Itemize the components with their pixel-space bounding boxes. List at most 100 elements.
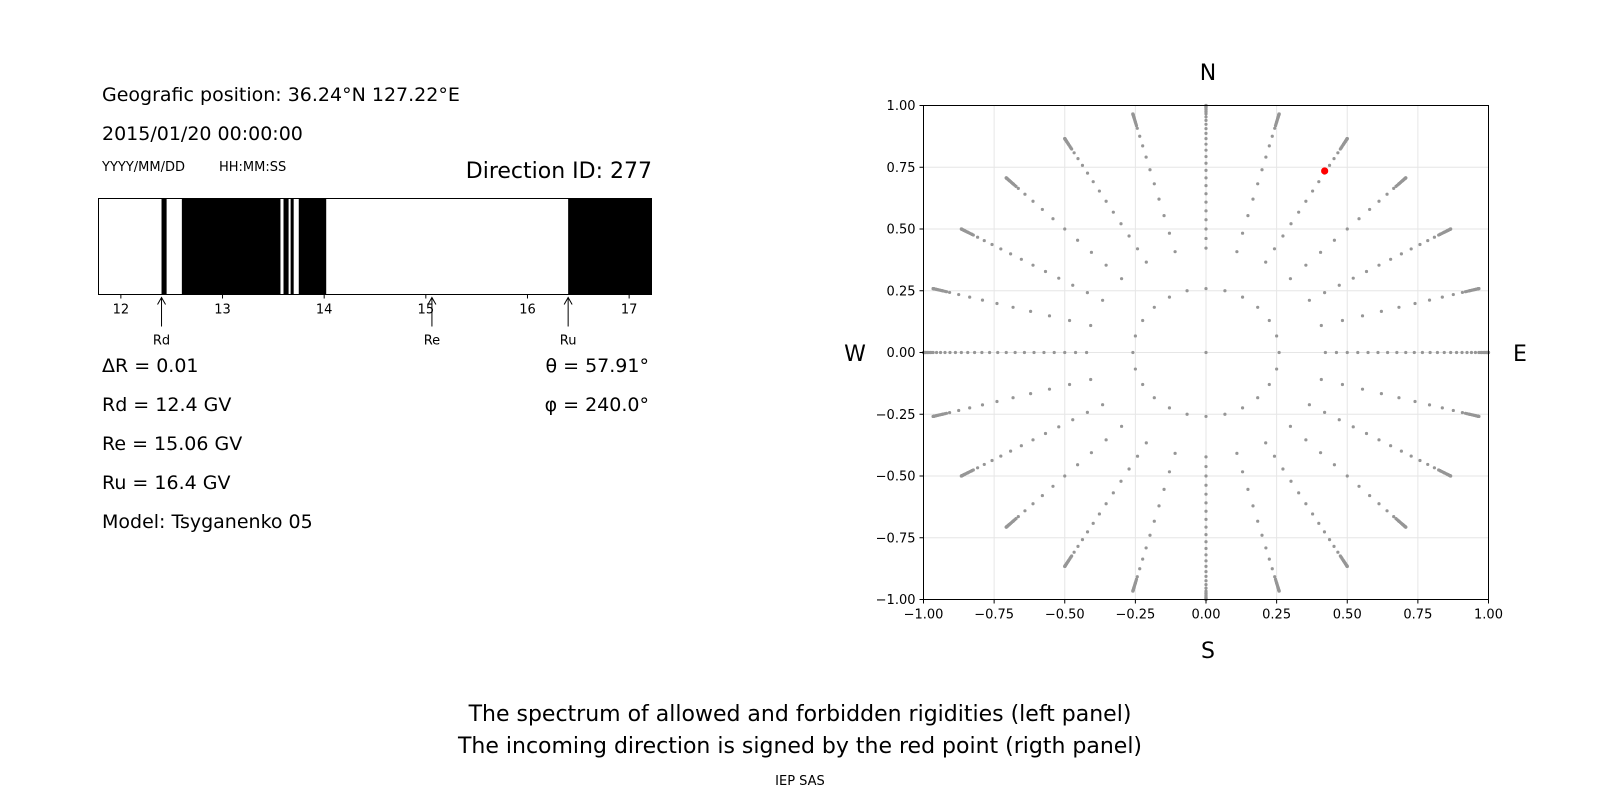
direction-point — [1289, 479, 1293, 483]
direction-point — [1042, 350, 1046, 355]
direction-point — [1223, 289, 1227, 293]
marker-label-re: Re — [424, 334, 440, 349]
direction-point — [1013, 350, 1017, 355]
direction-point — [1204, 115, 1208, 119]
direction-point — [1409, 454, 1413, 458]
direction-point — [1075, 238, 1080, 242]
direction-point — [1204, 564, 1208, 569]
direction-point — [1173, 250, 1177, 254]
direction-point — [1204, 483, 1208, 487]
direction-point — [1204, 176, 1208, 180]
direction-point — [1399, 449, 1403, 453]
direction-point — [1063, 564, 1067, 568]
date-format-label: YYYY/MM/DD — [102, 160, 185, 175]
direction-point — [1427, 298, 1432, 302]
direction-point — [1448, 227, 1453, 231]
direction-point — [1317, 180, 1321, 184]
direction-point — [1235, 250, 1239, 254]
direction-point — [1104, 502, 1108, 506]
direction-point — [1404, 176, 1408, 180]
model-name: Model: Tsyganenko 05 — [102, 511, 313, 533]
x-tick-label-7: 0.75 — [1403, 608, 1432, 623]
direction-point — [1152, 182, 1156, 186]
direction-point — [957, 292, 961, 297]
direction-point — [1204, 501, 1208, 505]
direction-point — [1040, 493, 1044, 498]
direction-point — [1185, 289, 1189, 293]
direction-point — [1063, 474, 1067, 478]
direction-point — [1097, 189, 1101, 193]
direction-point — [1085, 291, 1089, 295]
direction-point — [1204, 200, 1208, 204]
direction-point — [1397, 305, 1401, 309]
direction-point — [1133, 367, 1137, 371]
direction-scatter-plot: −1.00 −0.75 −0.50 −0.25 0.00 0.25 0.50 0.75 1.00… — [844, 61, 1527, 660]
direction-point — [1465, 350, 1469, 355]
direction-point — [1395, 350, 1399, 355]
x-tick-label-4: 0.00 — [1192, 608, 1221, 623]
direction-point — [1152, 519, 1156, 523]
compass-west: W — [844, 342, 866, 367]
x-tick-label-2: −0.50 — [1045, 608, 1085, 623]
direction-point — [1204, 509, 1208, 513]
direction-point — [1089, 377, 1093, 382]
direction-point — [1418, 458, 1422, 463]
direction-point — [1131, 112, 1135, 116]
direction-point — [980, 298, 985, 302]
direction-point — [1413, 301, 1417, 306]
direction-point — [1448, 474, 1453, 478]
direction-point — [1204, 569, 1208, 574]
direction-point — [1413, 399, 1417, 404]
direction-point — [1089, 323, 1093, 328]
direction-point — [1409, 247, 1413, 251]
direction-point — [990, 242, 994, 247]
x-tick-label-8: 1.00 — [1474, 608, 1503, 623]
direction-point — [1104, 438, 1108, 442]
direction-point — [1043, 431, 1048, 436]
caption-line-1: The spectrum of allowed and forbidden ri… — [468, 702, 1132, 727]
direction-point — [1204, 492, 1208, 496]
direction-point — [1345, 564, 1349, 568]
x-tick-label-0: −1.00 — [904, 608, 944, 623]
scatter-x-ticks: −1.00 −0.75 −0.50 −0.25 0.00 0.25 0.50 0.75 1.00 — [904, 599, 1503, 623]
direction-point — [1336, 550, 1340, 554]
forbidden-band-2 — [283, 198, 289, 295]
direction-point — [1318, 451, 1323, 455]
direction-point — [1157, 197, 1161, 201]
spectrum-tick-label-15: 15 — [418, 303, 435, 318]
y-tick-label-6: −0.50 — [876, 470, 916, 485]
direction-point — [1451, 408, 1455, 413]
direction-point — [1379, 309, 1383, 314]
direction-point — [1204, 154, 1208, 159]
direction-point — [1332, 157, 1336, 161]
direction-point — [1031, 263, 1035, 267]
direction-point — [931, 414, 935, 419]
direction-point — [1204, 586, 1208, 590]
direction-point — [1204, 118, 1208, 122]
direction-point — [1392, 515, 1396, 519]
direction-point — [1157, 504, 1161, 508]
direction-point — [1138, 134, 1142, 138]
direction-point — [1104, 199, 1108, 203]
direction-point — [1426, 238, 1430, 243]
direction-point — [1204, 574, 1208, 578]
direction-point — [947, 410, 952, 415]
direction-point — [1454, 350, 1459, 355]
direction-point — [1272, 454, 1277, 458]
direction-point — [1223, 412, 1227, 416]
direction-point-center — [1204, 350, 1208, 355]
direction-point — [1097, 512, 1101, 516]
direction-point — [1063, 227, 1067, 231]
direction-point — [1162, 487, 1166, 491]
direction-point — [1089, 451, 1094, 455]
direction-point — [1473, 350, 1478, 355]
direction-id: Direction ID: 277 — [465, 159, 652, 184]
direction-point — [975, 466, 980, 470]
direction-point — [1204, 192, 1208, 196]
direction-point — [1076, 157, 1080, 161]
direction-point — [1304, 263, 1308, 267]
direction-point — [1075, 463, 1080, 467]
direction-point — [1031, 199, 1035, 203]
direction-point — [1204, 525, 1208, 529]
direction-point — [1368, 493, 1372, 498]
